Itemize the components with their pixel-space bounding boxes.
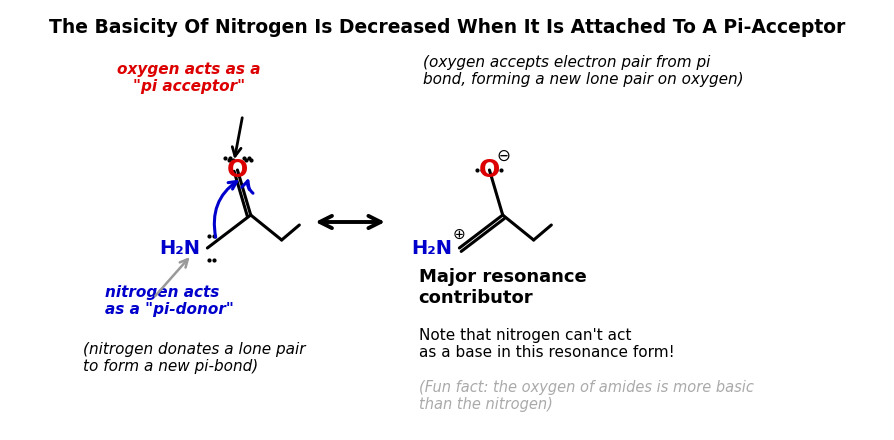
Text: ⊖: ⊖	[497, 147, 510, 165]
Text: nitrogen acts
as a "pi-donor": nitrogen acts as a "pi-donor"	[105, 285, 233, 317]
Text: H₂N: H₂N	[159, 238, 200, 257]
Text: Note that nitrogen can't act
as a base in this resonance form!: Note that nitrogen can't act as a base i…	[418, 328, 674, 360]
Text: (oxygen accepts electron pair from pi
bond, forming a new lone pair on oxygen): (oxygen accepts electron pair from pi bo…	[423, 55, 744, 88]
Text: The Basicity Of Nitrogen Is Decreased When It Is Attached To A Pi-Acceptor: The Basicity Of Nitrogen Is Decreased Wh…	[49, 18, 845, 37]
Text: (Fun fact: the oxygen of amides is more basic
than the nitrogen): (Fun fact: the oxygen of amides is more …	[418, 380, 754, 412]
Text: ⊕: ⊕	[453, 227, 466, 242]
Text: oxygen acts as a
"pi acceptor": oxygen acts as a "pi acceptor"	[117, 62, 260, 95]
Text: O: O	[227, 158, 248, 182]
Text: H₂N: H₂N	[411, 238, 452, 257]
Text: O: O	[479, 158, 500, 182]
Text: Major resonance
contributor: Major resonance contributor	[418, 268, 586, 307]
Text: (nitrogen donates a lone pair
to form a new pi-bond): (nitrogen donates a lone pair to form a …	[83, 342, 305, 374]
